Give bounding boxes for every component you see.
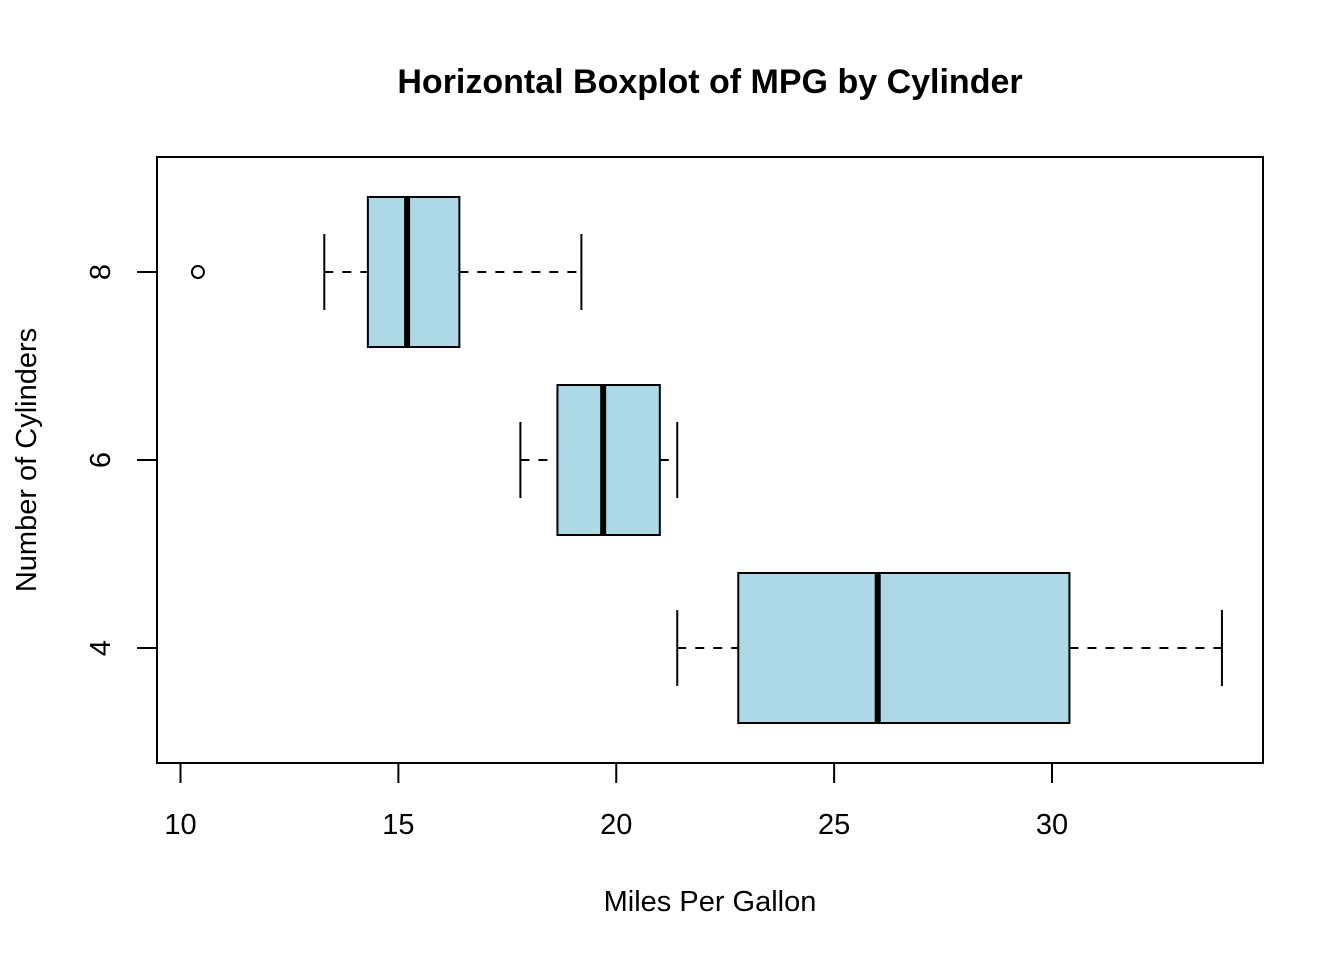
x-tick-label-30: 30 [1036, 809, 1068, 841]
boxes-layer [190, 196, 1223, 724]
box-8 [366, 196, 461, 348]
box-group-8 [190, 196, 583, 348]
outlier-point-8-0 [190, 265, 205, 279]
box-6 [556, 384, 661, 536]
chart-title: Horizontal Boxplot of MPG by Cylinder [397, 63, 1022, 101]
x-axis: 10 15 20 25 30 [164, 762, 1068, 841]
y-tick-label-6: 6 [85, 452, 117, 468]
y-tick-label-8: 8 [85, 264, 117, 280]
x-tick-label-10: 10 [164, 809, 196, 841]
plot-frame [156, 156, 1264, 764]
x-tick-label-25: 25 [818, 809, 850, 841]
x-tick-label-15: 15 [382, 809, 414, 841]
y-tick-label-4: 4 [85, 640, 117, 656]
x-tick-label-20: 20 [600, 809, 632, 841]
box-4 [737, 572, 1071, 724]
box-group-4 [676, 572, 1223, 724]
y-axis: 4 6 8 [85, 264, 158, 656]
y-axis-label: Number of Cylinders [11, 328, 43, 592]
box-group-6 [519, 384, 679, 536]
x-axis-label: Miles Per Gallon [604, 886, 817, 918]
